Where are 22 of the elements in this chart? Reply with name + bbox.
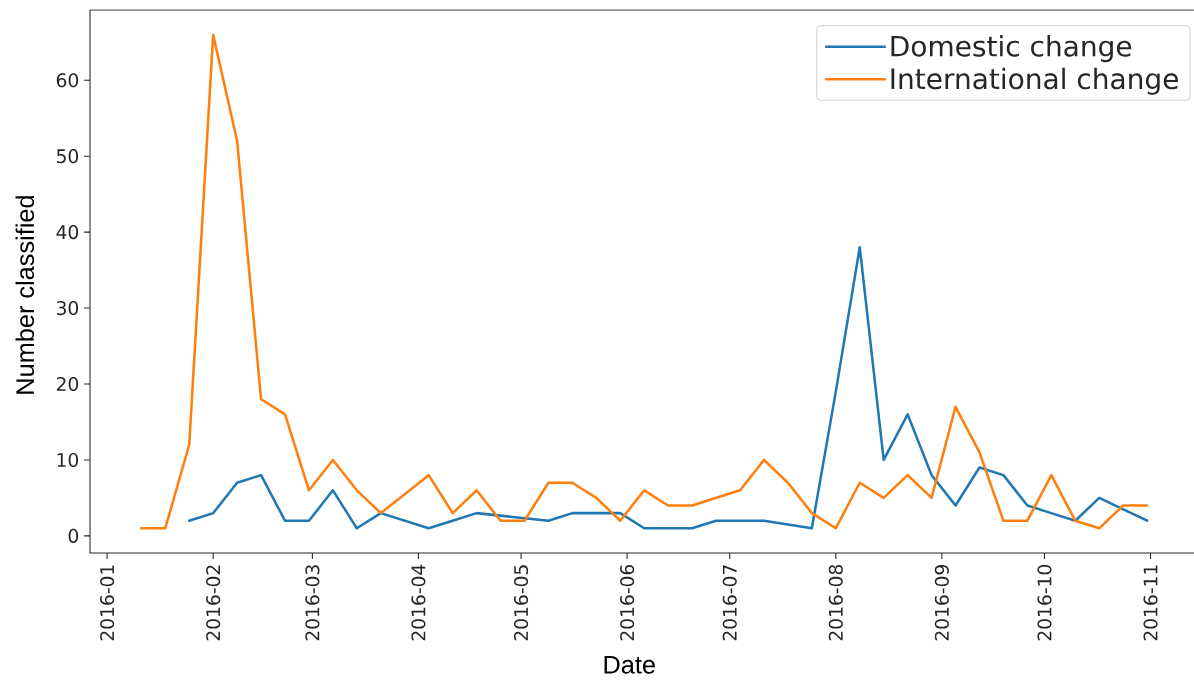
x-tick-label: 2016-05 <box>513 565 529 641</box>
y-tick-label: 40 <box>56 225 79 240</box>
x-tick-label: 2016-01 <box>100 565 115 641</box>
y-tick-label: 0 <box>68 528 79 543</box>
legend-label: Domestic change <box>891 35 1132 63</box>
y-tick-label: 50 <box>56 149 79 164</box>
x-tick-label: 2016-04 <box>411 564 426 641</box>
x-tick-label: 2016-06 <box>620 564 635 641</box>
y-tick-label: 60 <box>56 73 79 88</box>
x-tick-label: 2016-10 <box>1037 564 1052 641</box>
x-tick-label: 2016-03 <box>305 565 320 641</box>
x-tick-label: 2016-02 <box>206 565 221 641</box>
x-tick-label: 2016-08 <box>828 564 843 641</box>
x-axis-title: Date <box>604 656 655 674</box>
legend-label: International change <box>891 67 1178 95</box>
x-tick-label: 2016-09 <box>934 565 949 641</box>
x-tick-label: 2016-07 <box>722 565 737 641</box>
x-tick-label: 2016-11 <box>1143 565 1158 641</box>
y-tick-label: 30 <box>56 301 79 316</box>
y-tick-label: 20 <box>56 376 79 392</box>
y-tick-label: 10 <box>57 452 79 468</box>
y-axis-title: Number classified <box>15 196 35 394</box>
